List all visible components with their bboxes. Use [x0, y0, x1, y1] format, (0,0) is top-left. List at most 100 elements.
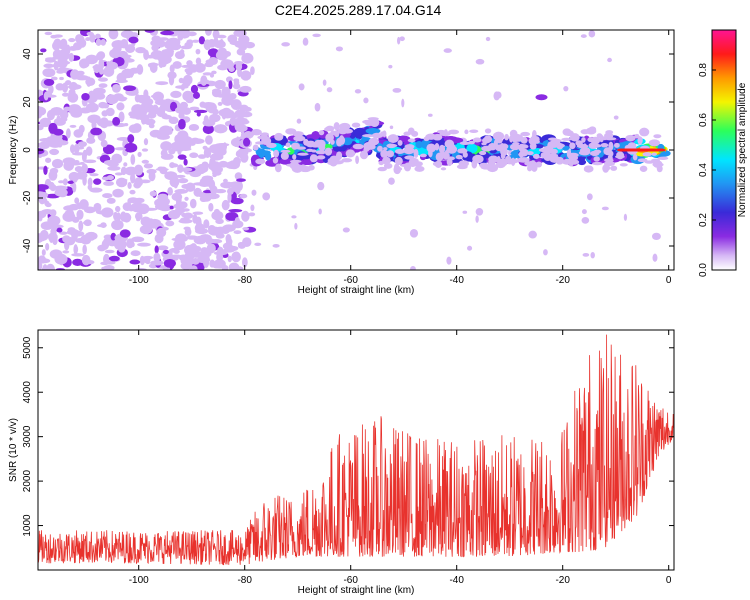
spectrogram-blob — [206, 243, 216, 254]
spectrogram-blob — [186, 60, 193, 66]
spectrogram-blob — [77, 141, 88, 148]
spectrogram-blob — [168, 116, 179, 125]
spectrogram-blob — [274, 132, 284, 141]
spectrogram-blob — [181, 212, 187, 218]
spectrogram-blob — [410, 266, 416, 270]
spectrogram-blob — [175, 106, 185, 114]
spectrogram-blob — [135, 46, 146, 54]
spectrogram-blob — [509, 129, 518, 138]
spectrogram-blob — [447, 156, 455, 161]
spectrogram-blob — [241, 156, 248, 162]
spectrogram-blob — [389, 125, 394, 130]
spectrogram-ylabel: Frequency (Hz) — [8, 116, 19, 185]
spectrogram-blob — [86, 31, 94, 36]
spectrogram-blob — [95, 38, 102, 46]
spectrogram-blob — [51, 227, 58, 231]
spectrogram-blob — [303, 138, 309, 146]
spectrogram-blob — [38, 124, 44, 131]
spectrogram-blob — [479, 162, 489, 168]
spectrogram-blob — [332, 146, 344, 152]
spectrogram-blob — [192, 91, 201, 99]
spectrogram-blob — [83, 159, 97, 164]
spectrogram-blob — [236, 178, 247, 182]
spectrogram-blob — [324, 126, 332, 132]
spectrogram-blob — [593, 156, 600, 162]
spectrogram-blob — [69, 104, 78, 111]
spectrogram-blob — [318, 130, 325, 136]
spectrogram-blob — [74, 197, 80, 205]
spectrogram-blob — [274, 163, 282, 173]
spectrogram-blob — [149, 129, 162, 138]
spectrogram-blob — [101, 110, 109, 117]
spectrogram-blob — [96, 52, 104, 61]
spectrogram-blob — [345, 149, 356, 158]
spectrogram-blob — [143, 118, 156, 126]
spectrogram-blob — [600, 142, 609, 148]
spectrogram-xtick-label: -40 — [449, 275, 464, 286]
spectrogram-blob — [518, 143, 525, 152]
spectrogram-blob — [233, 78, 240, 87]
spectrogram-blob — [84, 231, 98, 241]
spectrogram-blob — [227, 255, 232, 263]
spectrogram-blob — [178, 118, 186, 130]
spectrogram-blob — [202, 124, 214, 135]
spectrogram-blob — [272, 157, 279, 164]
spectrogram-blob — [61, 92, 70, 97]
spectrogram-blob — [184, 92, 195, 104]
snr-ytick-label: 2000 — [22, 470, 33, 493]
spectrogram-blob — [148, 170, 156, 182]
snr-xtick-label: -60 — [343, 575, 358, 586]
spectrogram-blob — [116, 178, 128, 182]
spectrogram-blob — [160, 153, 174, 160]
spectrogram-blob — [118, 111, 125, 123]
spectrogram-blob — [481, 137, 491, 144]
spectrogram-blob — [580, 129, 590, 135]
spectrogram-blob — [203, 257, 210, 268]
spectrogram-blob — [87, 177, 93, 187]
spectrogram-blob — [297, 152, 309, 156]
spectrogram-blob — [487, 142, 497, 151]
spectrogram-blob — [352, 143, 364, 150]
spectrogram-blob — [85, 77, 96, 86]
spectrogram-xlabel: Height of straight line (km) — [298, 285, 415, 296]
spectrogram-blob — [457, 148, 468, 154]
spectrogram-blob — [590, 251, 595, 259]
spectrogram-blob — [123, 58, 135, 63]
spectrogram-blob — [592, 161, 603, 166]
spectrogram-blob — [117, 243, 126, 253]
spectrogram-blob — [123, 162, 128, 167]
spectrogram-blob — [189, 265, 198, 270]
spectrogram-blob — [82, 244, 87, 255]
spectrogram-blob — [59, 109, 69, 120]
spectrogram-blob — [200, 75, 208, 86]
spectrogram-blob — [388, 177, 395, 185]
spectrogram-blob — [644, 160, 655, 164]
spectrogram-blob — [642, 152, 652, 157]
spectrogram-blob — [47, 215, 61, 226]
spectrogram-blob — [309, 154, 318, 163]
spectrogram-blob — [104, 249, 115, 254]
spectrogram-blob — [76, 209, 84, 220]
spectrogram-blob — [281, 42, 291, 47]
spectrogram-blob — [316, 155, 326, 160]
spectrogram-blob — [78, 124, 85, 134]
spectrogram-blob — [133, 164, 144, 176]
spectrogram-blob — [526, 151, 534, 156]
spectrogram-blob — [53, 38, 62, 50]
spectrogram-blob — [485, 36, 491, 42]
spectrogram-blob — [440, 167, 447, 171]
spectrogram-blob — [261, 136, 270, 142]
spectrogram-blob — [583, 165, 594, 173]
spectrogram-blob — [70, 69, 80, 80]
spectrogram-blob — [48, 84, 54, 94]
colorbar: 0.0 0.2 0.4 0.6 0.8 Normalized spectral ampl… — [698, 29, 748, 277]
spectrogram-blob — [58, 180, 65, 184]
spectrogram-blob — [446, 256, 452, 265]
spectrogram-blob — [472, 154, 484, 164]
spectrogram-blob — [165, 220, 175, 227]
spectrogram-blob — [137, 106, 148, 117]
spectrogram-blob — [409, 228, 419, 238]
spectrogram-ytick-label: 20 — [22, 96, 33, 108]
spectrogram-blob — [306, 148, 314, 152]
spectrogram-blob — [196, 112, 201, 117]
